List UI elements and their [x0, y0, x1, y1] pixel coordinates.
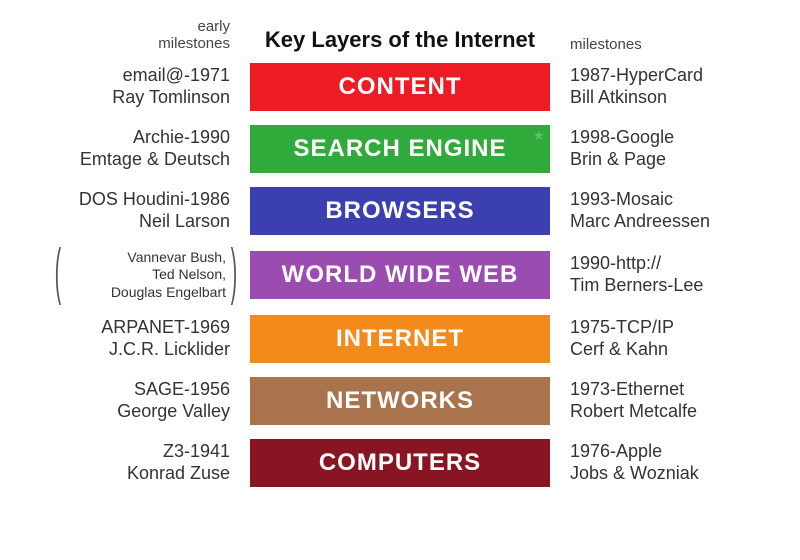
- early-milestone-line: Vannevar Bush,: [30, 249, 226, 267]
- milestone-line: Robert Metcalfe: [570, 401, 770, 423]
- milestone-line: 1998-Google: [570, 127, 770, 149]
- right-header: milestones: [570, 36, 770, 53]
- milestone-line: Tim Berners-Lee: [570, 275, 770, 297]
- milestone: 1987-HyperCardBill Atkinson: [570, 65, 770, 108]
- milestone-line: 1976-Apple: [570, 441, 770, 463]
- early-milestone-line: Neil Larson: [30, 211, 230, 233]
- layer-row: SAGE-1956George Valley NETWORKS 1973-Ether…: [30, 377, 770, 425]
- early-milestone-line: email@-1971: [30, 65, 230, 87]
- layer-label: NETWORKS: [326, 387, 474, 415]
- early-milestone-line: J.C.R. Licklider: [30, 339, 230, 361]
- early-milestone: DOS Houdini-1986Neil Larson: [30, 189, 230, 232]
- milestone-line: Brin & Page: [570, 149, 770, 171]
- layer-bar: NETWORKS: [250, 377, 550, 425]
- layer-row: Z3-1941Konrad Zuse COMPUTERS 1976-AppleJob…: [30, 439, 770, 487]
- milestone-line: 1993-Mosaic: [570, 189, 770, 211]
- layer-rows: email@-1971Ray Tomlinson CONTENT 1987-Hype…: [30, 63, 770, 488]
- early-milestone: ARPANET-1969J.C.R. Licklider: [30, 317, 230, 360]
- layer-label: SEARCH ENGINE: [293, 135, 506, 163]
- page-title: Key Layers of the Internet: [250, 27, 550, 53]
- milestone-line: 1975-TCP/IP: [570, 317, 770, 339]
- early-milestone-line: ARPANET-1969: [30, 317, 230, 339]
- early-milestone-line: George Valley: [30, 401, 230, 423]
- layer-row: DOS Houdini-1986Neil Larson BROWSERS 1993-…: [30, 187, 770, 235]
- milestone-line: 1973-Ethernet: [570, 379, 770, 401]
- layer-bar: BROWSERS: [250, 187, 550, 235]
- milestone: 1976-AppleJobs & Wozniak: [570, 441, 770, 484]
- milestone: 1990-http://Tim Berners-Lee: [570, 253, 770, 296]
- layer-bar: COMPUTERS: [250, 439, 550, 487]
- early-milestone-line: Z3-1941: [30, 441, 230, 463]
- milestone: 1975-TCP/IPCerf & Kahn: [570, 317, 770, 360]
- asterisk-icon: *: [534, 127, 544, 153]
- layer-bar: INTERNET: [250, 315, 550, 363]
- layer-label: CONTENT: [339, 73, 462, 101]
- layer-bar: CONTENT: [250, 63, 550, 111]
- milestone-line: Cerf & Kahn: [570, 339, 770, 361]
- layer-label: WORLD WIDE WEB: [282, 261, 519, 289]
- layer-row: email@-1971Ray Tomlinson CONTENT 1987-Hype…: [30, 63, 770, 111]
- left-header-line2: milestones: [158, 35, 230, 52]
- milestone-line: Marc Andreessen: [570, 211, 770, 233]
- left-header-line1: early: [197, 18, 230, 35]
- milestone-line: Bill Atkinson: [570, 87, 770, 109]
- left-header: early milestones: [30, 18, 230, 53]
- early-milestone-line: Ted Nelson,: [30, 266, 226, 284]
- early-milestone-line: Douglas Engelbart: [30, 284, 226, 302]
- milestone: 1973-EthernetRobert Metcalfe: [570, 379, 770, 422]
- early-milestone: Z3-1941Konrad Zuse: [30, 441, 230, 484]
- milestone-line: Jobs & Wozniak: [570, 463, 770, 485]
- early-milestone-line: Emtage & Deutsch: [30, 149, 230, 171]
- layer-bar: WORLD WIDE WEB: [250, 251, 550, 299]
- early-milestone-line: SAGE-1956: [30, 379, 230, 401]
- layer-row: Vannevar Bush,Ted Nelson,Douglas Engelba…: [30, 249, 770, 302]
- milestone: 1998-GoogleBrin & Page: [570, 127, 770, 170]
- layer-label: BROWSERS: [325, 197, 474, 225]
- early-milestone: Archie-1990Emtage & Deutsch: [30, 127, 230, 170]
- layer-label: INTERNET: [336, 325, 464, 353]
- early-milestone: email@-1971Ray Tomlinson: [30, 65, 230, 108]
- early-milestone-line: DOS Houdini-1986: [30, 189, 230, 211]
- header-row: early milestones Key Layers of the Inter…: [30, 18, 770, 53]
- early-milestone-line: Konrad Zuse: [30, 463, 230, 485]
- early-milestone: SAGE-1956George Valley: [30, 379, 230, 422]
- early-milestone: Vannevar Bush,Ted Nelson,Douglas Engelba…: [30, 249, 230, 302]
- milestone-line: 1990-http://: [570, 253, 770, 275]
- layer-row: ARPANET-1969J.C.R. Licklider INTERNET 1975…: [30, 315, 770, 363]
- milestone-line: 1987-HyperCard: [570, 65, 770, 87]
- layer-bar: SEARCH ENGINE *: [250, 125, 550, 173]
- milestone: 1993-MosaicMarc Andreessen: [570, 189, 770, 232]
- layer-label: COMPUTERS: [319, 449, 481, 477]
- early-milestone-line: Ray Tomlinson: [30, 87, 230, 109]
- early-milestone-line: Archie-1990: [30, 127, 230, 149]
- layer-row: Archie-1990Emtage & Deutsch SEARCH ENGINE…: [30, 125, 770, 173]
